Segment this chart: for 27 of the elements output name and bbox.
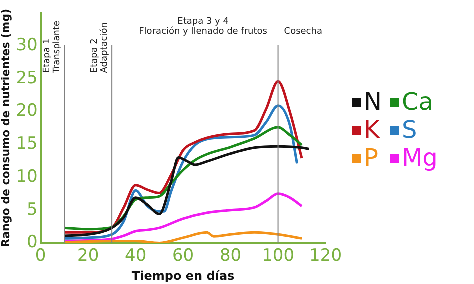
y-axis-title: Rango de consumo de nutrientes (mg)	[0, 9, 12, 248]
legend-label: P	[364, 144, 378, 172]
x-tick-label: 80	[220, 246, 242, 266]
x-tick-label: 120	[310, 246, 342, 266]
y-tick-label: 15	[16, 134, 38, 154]
ref-line-label: Etapa 1 Transplante	[42, 20, 62, 74]
y-tick-label: 20	[16, 101, 38, 122]
x-tick-label: 100	[262, 246, 295, 266]
x-tick-label: 40	[124, 246, 147, 266]
x-tick-label: 60	[172, 246, 194, 266]
line-series	[63, 231, 304, 244]
y-tick-label: 30	[16, 35, 38, 56]
legend-label: S	[402, 116, 418, 144]
y-tick-label: 25	[16, 68, 38, 88]
legend-label: K	[364, 116, 380, 144]
line-series	[63, 145, 310, 238]
legend-label: Mg	[402, 144, 438, 172]
legend-label: Ca	[402, 88, 434, 116]
y-tick-label: 5	[27, 200, 38, 220]
ref-line-label: Cosecha	[284, 27, 322, 38]
x-axis-title: Tiempo en días	[132, 268, 235, 283]
ref-line-label: Etapa 2 Adaptación	[90, 22, 110, 74]
y-tick-label: 0	[27, 232, 38, 253]
y-tick-label: 10	[16, 166, 38, 187]
annotation: Etapa 3 y 4 Floración y llenado de frutos	[139, 17, 268, 38]
x-tick-label: 20	[78, 246, 100, 266]
legend-label: N	[364, 88, 382, 116]
